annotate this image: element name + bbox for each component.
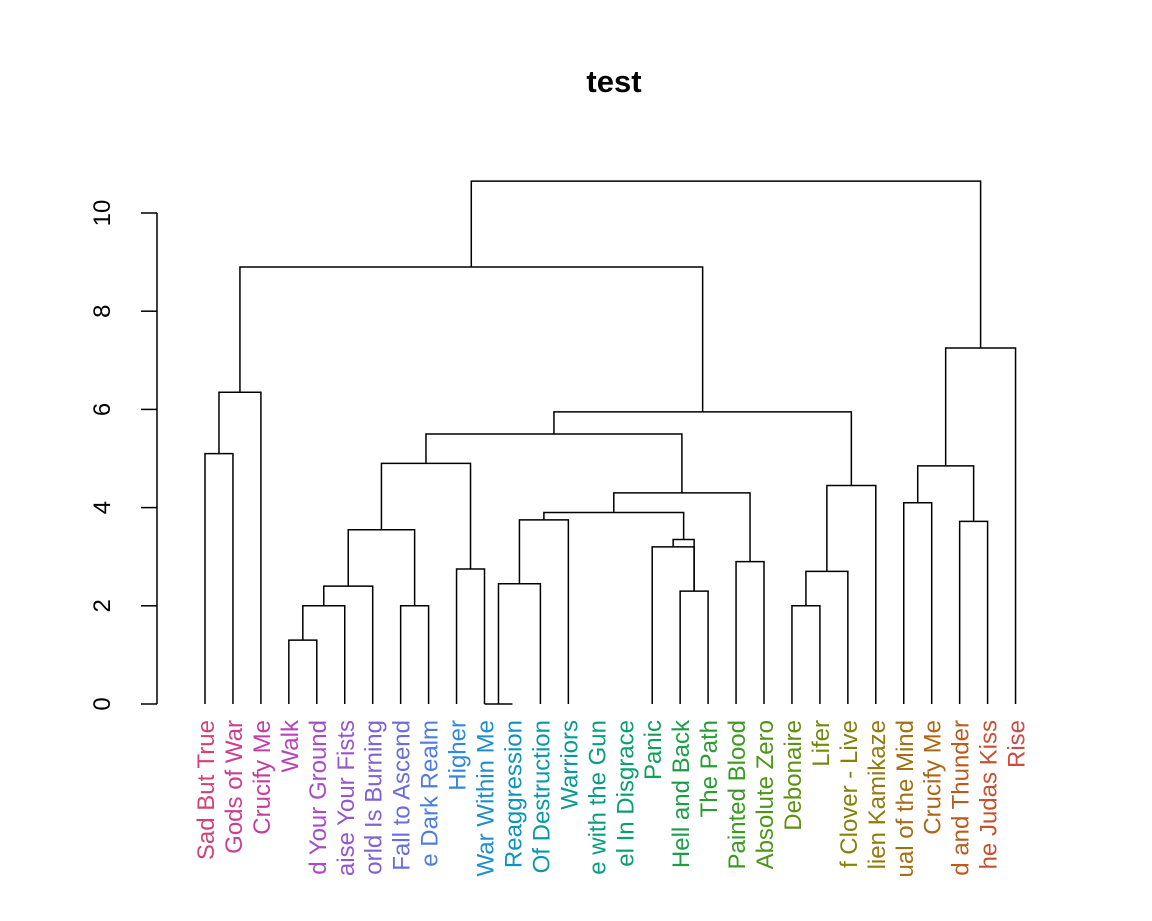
leaf-label: orld Is Burning <box>361 720 388 875</box>
y-tick-label: 10 <box>89 200 116 227</box>
dendrogram-link <box>826 484 877 704</box>
leaf-label: Reaggression <box>500 720 527 868</box>
dendrogram-link <box>204 452 234 704</box>
dendrogram-link <box>791 605 821 704</box>
leaf-label: Warriors <box>556 720 583 810</box>
dendrogram-link <box>958 520 989 704</box>
leaf-label: Debonaire <box>780 720 807 831</box>
dendrogram-link <box>553 411 853 486</box>
dendrogram-link <box>218 391 262 704</box>
leaf-label: The Path <box>696 720 723 817</box>
leaf-label: lien Kamikaze <box>864 720 891 869</box>
leaf-label: Crucify Me <box>920 720 947 835</box>
dendrogram-link <box>455 568 486 704</box>
y-tick-label: 4 <box>89 501 116 514</box>
y-tick-label: 0 <box>89 697 116 710</box>
leaf-label: Lifer <box>808 720 835 767</box>
leaf-label: Painted Blood <box>724 720 751 869</box>
leaf-label: d and Thunder <box>948 720 975 876</box>
leaf-label: Higher <box>445 720 472 791</box>
dendrogram-link <box>380 462 472 569</box>
y-tick-label: 6 <box>89 403 116 416</box>
dendrogram-link <box>679 590 709 704</box>
dendrogram-link <box>497 582 542 704</box>
leaf-label: ual of the Mind <box>892 720 919 877</box>
dendrogram-link <box>735 560 765 704</box>
dendrogram-link <box>903 501 933 704</box>
y-tick-label: 8 <box>89 305 116 318</box>
dendrogram-link <box>239 266 704 412</box>
leaf-label: Rise <box>1004 720 1031 768</box>
leaf-label: e Dark Realm <box>417 720 444 867</box>
leaf-label: Crucify Me <box>249 720 276 835</box>
dendrogram-link <box>323 585 374 704</box>
leaf-label: Walk <box>277 719 304 772</box>
leaf-label: e with the Gun <box>584 720 611 875</box>
leaf-label: el In Disgrace <box>612 720 639 867</box>
leaf-label: Of Destruction <box>528 720 555 873</box>
leaf-label: Gods of War <box>221 720 248 854</box>
leaf-label: Panic <box>640 720 667 780</box>
leaf-labels: Sad But True Gods of War Crucify Me Walk d Y… <box>193 719 1031 877</box>
dendrogram-link <box>543 511 685 540</box>
dendrogram-link <box>518 519 570 704</box>
dendrogram-link <box>399 605 430 704</box>
dendrogram-link <box>302 605 346 704</box>
leaf-label: Sad But True <box>193 720 220 860</box>
dendrogram-link <box>347 528 416 606</box>
dendrogram-branches <box>204 180 1017 705</box>
dendrogram-link <box>805 570 849 704</box>
y-axis: 0 2 4 6 8 10 <box>89 200 158 711</box>
leaf-label: War Within Me <box>473 720 500 876</box>
chart-title: test <box>586 64 641 99</box>
leaf-label: d Your Ground <box>305 720 332 875</box>
dendrogram-link <box>470 180 982 349</box>
leaf-label: Absolute Zero <box>752 720 779 869</box>
leaf-label: he Judas Kiss <box>976 720 1003 869</box>
leaf-label: aise Your Fists <box>333 720 360 876</box>
y-tick-label: 2 <box>89 599 116 612</box>
leaf-label: Fall to Ascend <box>389 720 416 871</box>
dendrogram-link <box>916 465 975 522</box>
leaf-label: f Clover - Live <box>836 720 863 868</box>
dendrogram-link <box>288 639 318 704</box>
leaf-label: Hell and Back <box>668 719 695 868</box>
dendrogram-link <box>651 546 695 704</box>
dendrogram-link <box>613 492 751 562</box>
dendrogram-link <box>944 347 1017 704</box>
